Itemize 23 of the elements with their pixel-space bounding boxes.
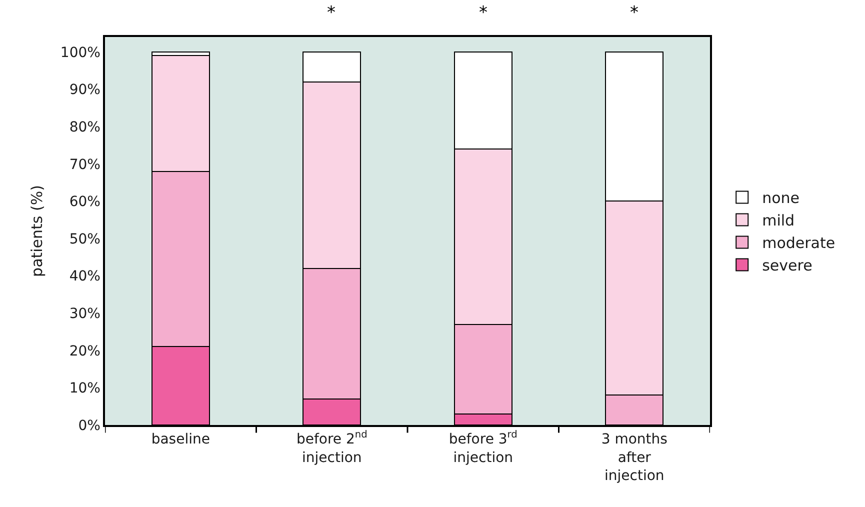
legend-label: severe	[762, 256, 812, 275]
y-tick-label: 30%	[69, 306, 100, 322]
y-tick-label: 0%	[78, 418, 100, 434]
y-tick-label: 100%	[60, 44, 100, 61]
y-tick-label: 20%	[69, 343, 100, 360]
y-tick-label: 40%	[69, 268, 100, 285]
y-axis-title: patients (%)	[28, 185, 46, 277]
legend-label: moderate	[762, 234, 836, 252]
y-tick-label: 60%	[69, 194, 100, 210]
legend-label: mild	[762, 212, 795, 230]
text: *	[630, 3, 638, 23]
y-tick-label: 80%	[69, 119, 100, 136]
x-tick-label: baseline	[151, 432, 210, 448]
x-tick-label: 3 months after injection	[601, 432, 668, 484]
text: *	[327, 3, 336, 23]
y-tick-label: 90%	[69, 82, 100, 98]
y-tick-label: 10%	[69, 380, 100, 397]
x-tick-label: before 2$^{nd}$ injection	[296, 430, 368, 466]
legend-label: none	[762, 189, 800, 208]
y-tick-label: 70%	[69, 156, 100, 173]
y-tick-label: 50%	[69, 231, 100, 248]
x-tick-label: before 3$^{rd}$ injection	[448, 430, 518, 466]
text: *	[479, 3, 488, 23]
